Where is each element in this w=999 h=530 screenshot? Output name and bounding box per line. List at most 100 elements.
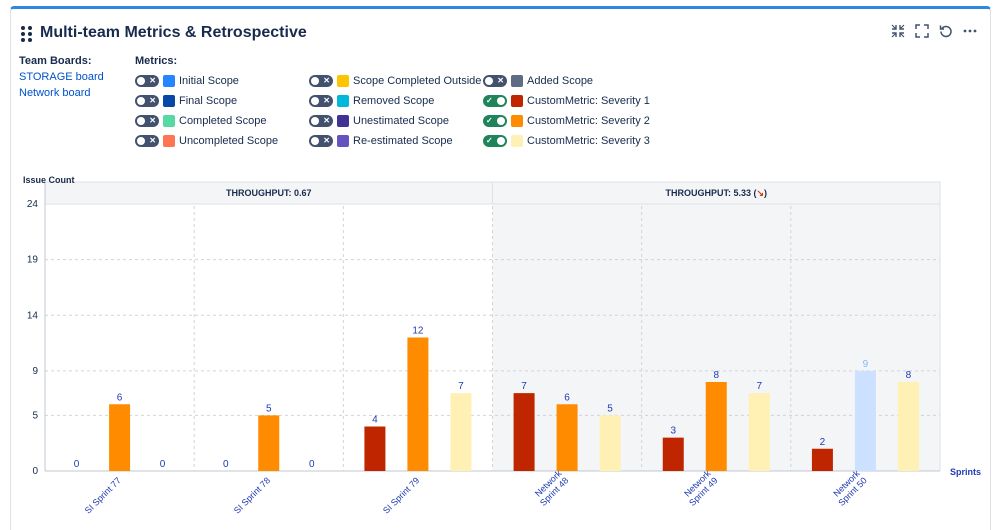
metric-color-swatch [337, 75, 349, 87]
x-tick-label: NetworkSprint 49 [680, 468, 720, 508]
metric-toggle[interactable]: ✕ [135, 135, 159, 147]
cross-icon: ✕ [323, 116, 330, 125]
x-tick-label: SI Sprint 79 [381, 475, 421, 515]
metric-toggle[interactable]: ✓ [483, 135, 507, 147]
bar-value-label: 3 [670, 426, 676, 437]
metric-toggle[interactable]: ✓ [483, 115, 507, 127]
metric-label: Completed Scope [179, 115, 267, 127]
metric-color-swatch [337, 95, 349, 107]
toggle-knob [311, 117, 319, 125]
cross-icon: ✕ [149, 116, 156, 125]
metric-color-swatch [511, 95, 523, 107]
x-tick-label-line: SI Sprint 78 [232, 475, 272, 515]
bar-value-label: 5 [607, 403, 613, 414]
toggle-knob [497, 117, 505, 125]
metric-toggle[interactable]: ✕ [309, 95, 333, 107]
team-boards-label: Team Boards: [19, 55, 92, 67]
bar [897, 382, 919, 471]
metric-item: ✕ Final Scope [135, 91, 237, 111]
bar [811, 448, 833, 471]
y-tick-label: 5 [32, 410, 38, 421]
x-tick-label: SI Sprint 77 [83, 475, 123, 515]
toggle-knob [311, 137, 319, 145]
metric-color-swatch [163, 115, 175, 127]
metric-label: Unestimated Scope [353, 115, 449, 127]
check-icon: ✓ [486, 96, 493, 105]
bar-value-label: 0 [74, 459, 80, 470]
metric-label: CustomMetric: Severity 2 [527, 115, 650, 127]
metric-toggle[interactable]: ✕ [135, 115, 159, 127]
toggle-knob [497, 137, 505, 145]
metric-toggle[interactable]: ✓ [483, 95, 507, 107]
metric-toggle[interactable]: ✕ [483, 75, 507, 87]
bar [364, 426, 386, 471]
throughput-label: THROUGHPUT: 0.67 [226, 188, 312, 198]
metric-item: ✓ CustomMetric: Severity 2 [483, 111, 650, 131]
team-board-link[interactable]: STORAGE board [19, 71, 104, 83]
metric-label: CustomMetric: Severity 3 [527, 135, 650, 147]
toggle-knob [137, 137, 145, 145]
y-tick-label: 14 [27, 310, 39, 321]
refresh-icon[interactable] [938, 23, 954, 39]
collapse-icon[interactable] [890, 23, 906, 39]
bar-value-label: 6 [564, 392, 570, 403]
toggle-knob [311, 77, 319, 85]
cross-icon: ✕ [149, 96, 156, 105]
metrics-label: Metrics: [135, 55, 178, 67]
team-boards: Team Boards: STORAGE board Network board [19, 55, 104, 103]
x-tick-label: NetworkSprint 50 [829, 468, 869, 508]
metric-item: ✓ CustomMetric: Severity 1 [483, 91, 650, 111]
toggle-knob [137, 117, 145, 125]
metric-item: ✓ CustomMetric: Severity 3 [483, 131, 650, 151]
metric-item: ✕ Completed Scope [135, 111, 266, 131]
throughput-text: THROUGHPUT: 0.67 [226, 188, 312, 198]
metric-label: Final Scope [179, 95, 238, 107]
metric-toggle[interactable]: ✕ [309, 115, 333, 127]
x-tick-label-line: SI Sprint 77 [83, 475, 123, 515]
cross-icon: ✕ [149, 76, 156, 85]
toggle-knob [137, 97, 145, 105]
metric-label: CustomMetric: Severity 1 [527, 95, 650, 107]
bar-value-label: 7 [521, 381, 527, 392]
metric-label: Added Scope [527, 75, 594, 87]
toggle-knob [485, 77, 493, 85]
metric-label: Scope Completed Outside [353, 75, 482, 87]
toggle-knob [497, 97, 505, 105]
metric-toggle[interactable]: ✕ [135, 75, 159, 87]
bar [407, 337, 429, 471]
bar [513, 393, 535, 471]
cross-icon: ✕ [323, 136, 330, 145]
check-icon: ✓ [486, 116, 493, 125]
y-tick-label: 19 [27, 255, 39, 266]
bar [705, 382, 727, 471]
fullscreen-icon[interactable] [914, 23, 930, 39]
metric-label: Uncompleted Scope [179, 135, 279, 147]
more-icon[interactable] [962, 23, 978, 39]
bar-value-label: 0 [223, 459, 229, 470]
panel-header: Multi-team Metrics & Retrospective [21, 21, 307, 45]
metric-color-swatch [511, 75, 523, 87]
cross-icon: ✕ [323, 96, 330, 105]
drag-handle-icon[interactable] [21, 26, 33, 42]
x-tick-label: NetworkSprint 48 [531, 468, 571, 508]
metric-toggle[interactable]: ✕ [309, 75, 333, 87]
metric-item: ✕ Unestimated Scope [309, 111, 449, 131]
bar-value-label: 6 [117, 392, 123, 403]
metric-toggle[interactable]: ✕ [309, 135, 333, 147]
metric-color-swatch [163, 135, 175, 147]
cross-icon: ✕ [323, 76, 330, 85]
toggle-knob [311, 97, 319, 105]
metric-toggle[interactable]: ✕ [135, 95, 159, 107]
bar-value-label: 2 [820, 437, 826, 448]
metric-item: ✕ Removed Scope [309, 91, 434, 111]
x-axis-title: Sprints [950, 467, 981, 477]
metric-color-swatch [163, 75, 175, 87]
bar [662, 437, 684, 471]
bar [258, 415, 280, 471]
bar [109, 404, 131, 471]
metric-color-swatch [337, 135, 349, 147]
throughput-text: THROUGHPUT: 5.33 ( [665, 188, 756, 198]
metric-item: ✕ Scope Completed Outside [309, 71, 481, 91]
y-tick-label: 24 [27, 199, 39, 210]
team-board-link[interactable]: Network board [19, 87, 91, 99]
